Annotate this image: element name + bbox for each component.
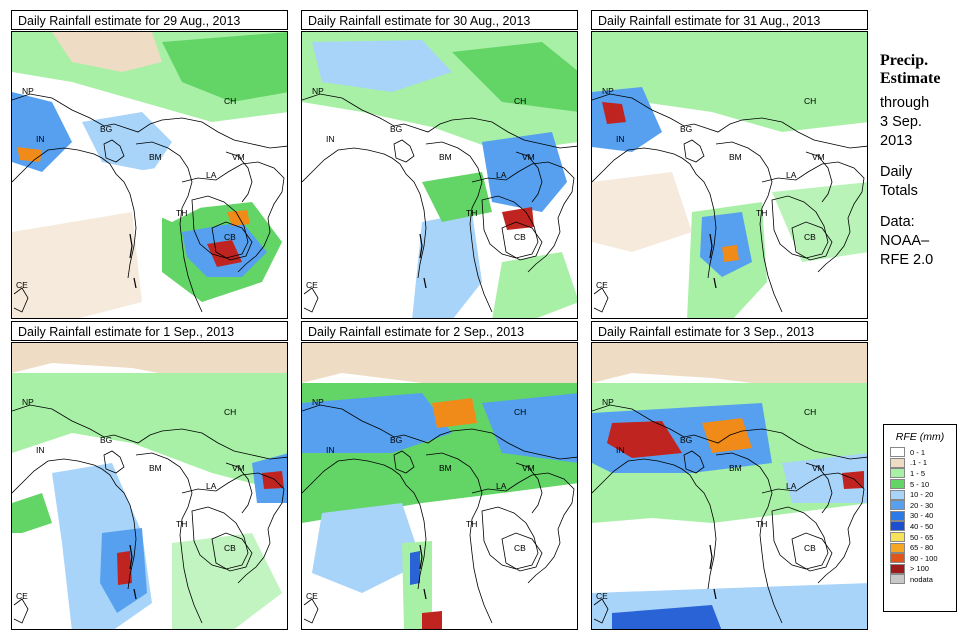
rainfall-map-svg xyxy=(12,343,287,629)
rainfall-map xyxy=(301,342,578,630)
legend-label: 40 - 50 xyxy=(910,521,934,531)
legend-swatch xyxy=(890,500,905,511)
sidebar-date-line1: 3 Sep. xyxy=(880,114,922,130)
legend-item: 20 - 30 xyxy=(890,500,956,511)
sidebar-data-line3: RFE 2.0 xyxy=(880,252,934,268)
sidebar-date-line2: 2013 xyxy=(880,133,913,149)
legend-item: > 100 xyxy=(890,563,956,575)
rainfall-map-svg xyxy=(302,343,577,629)
rainfall-panel-30-aug: Daily Rainfall estimate for 30 Aug., 201… xyxy=(301,10,580,319)
legend-swatch xyxy=(890,532,905,543)
legend-item: 50 - 65 xyxy=(890,532,956,543)
legend-swatch xyxy=(890,521,905,532)
legend-item: 5 - 10 xyxy=(890,479,956,490)
rainfall-map-svg xyxy=(592,343,867,629)
legend-label: 20 - 30 xyxy=(910,500,934,510)
sidebar-data-line1: Data: xyxy=(880,214,915,230)
legend-item: nodata xyxy=(890,574,956,585)
rainfall-map-svg xyxy=(302,32,577,318)
panel-title: Daily Rainfall estimate for 1 Sep., 2013 xyxy=(11,321,288,341)
panel-title: Daily Rainfall estimate for 31 Aug., 201… xyxy=(591,10,868,30)
legend-label: 50 - 65 xyxy=(910,532,934,542)
legend-label: > 100 xyxy=(910,564,929,574)
rainfall-map xyxy=(11,31,288,319)
rainfall-map xyxy=(591,31,868,319)
rainfall-map xyxy=(301,31,578,319)
rainfall-map-svg xyxy=(592,32,867,318)
rainfall-panel-3-sep: Daily Rainfall estimate for 3 Sep., 2013 xyxy=(591,321,870,630)
legend-item: 10 - 20 xyxy=(890,489,956,500)
legend-swatch xyxy=(890,510,905,521)
legend-swatch xyxy=(890,542,905,553)
legend-label: .1 - 1 xyxy=(910,458,928,468)
rainfall-panel-1-sep: Daily Rainfall estimate for 1 Sep., 2013 xyxy=(11,321,290,630)
legend-label: 30 - 40 xyxy=(910,511,934,521)
legend-label: 5 - 10 xyxy=(910,479,930,489)
legend-item: 1 - 5 xyxy=(890,468,956,479)
legend-label: 0 - 1 xyxy=(910,447,926,457)
legend-swatch xyxy=(890,563,905,574)
rainfall-map xyxy=(11,342,288,630)
rainfall-panel-31-aug: Daily Rainfall estimate for 31 Aug., 201… xyxy=(591,10,870,319)
legend-swatch xyxy=(890,457,905,468)
rainfall-map-svg xyxy=(12,32,287,318)
panel-title: Daily Rainfall estimate for 30 Aug., 201… xyxy=(301,10,578,30)
sidebar-heading-line2: Estimate xyxy=(880,70,941,87)
legend-title: RFE (mm) xyxy=(895,431,945,443)
panel-title: Daily Rainfall estimate for 2 Sep., 2013 xyxy=(301,321,578,341)
legend-label: 80 - 100 xyxy=(910,553,938,563)
rainfall-map xyxy=(591,342,868,630)
sidebar-daily-line1: Daily xyxy=(880,164,913,180)
sidebar-info: Precip. Estimate through 3 Sep. 2013 Dai… xyxy=(880,52,965,270)
legend-swatch xyxy=(890,479,905,490)
legend-item: 65 - 80 xyxy=(890,542,956,553)
legend-swatch xyxy=(890,574,905,585)
legend-item: 80 - 100 xyxy=(890,553,956,564)
rainfall-panel-2-sep: Daily Rainfall estimate for 2 Sep., 2013 xyxy=(301,321,580,630)
legend-swatch xyxy=(890,553,905,564)
legend-label: 65 - 80 xyxy=(910,543,934,553)
legend-item: 30 - 40 xyxy=(890,510,956,522)
sidebar-daily-line2: Totals xyxy=(880,183,918,199)
legend-item: .1 - 1 xyxy=(890,457,956,469)
legend-swatch xyxy=(890,468,905,479)
legend-item: 0 - 1 xyxy=(890,447,956,458)
legend-label: nodata xyxy=(910,574,933,584)
legend-item: 40 - 50 xyxy=(890,521,956,532)
legend-label: 10 - 20 xyxy=(910,490,934,500)
legend-swatch xyxy=(890,489,905,500)
rainfall-panel-29-aug: Daily Rainfall estimate for 29 Aug., 201… xyxy=(11,10,290,319)
panel-title: Daily Rainfall estimate for 29 Aug., 201… xyxy=(11,10,288,30)
panel-title: Daily Rainfall estimate for 3 Sep., 2013 xyxy=(591,321,868,341)
legend-label: 1 - 5 xyxy=(910,468,926,478)
sidebar-heading-line1: Precip. xyxy=(880,52,929,69)
sidebar-through: through xyxy=(880,95,930,111)
sidebar-data-line2: NOAA– xyxy=(880,233,930,249)
legend-swatch xyxy=(890,447,905,458)
